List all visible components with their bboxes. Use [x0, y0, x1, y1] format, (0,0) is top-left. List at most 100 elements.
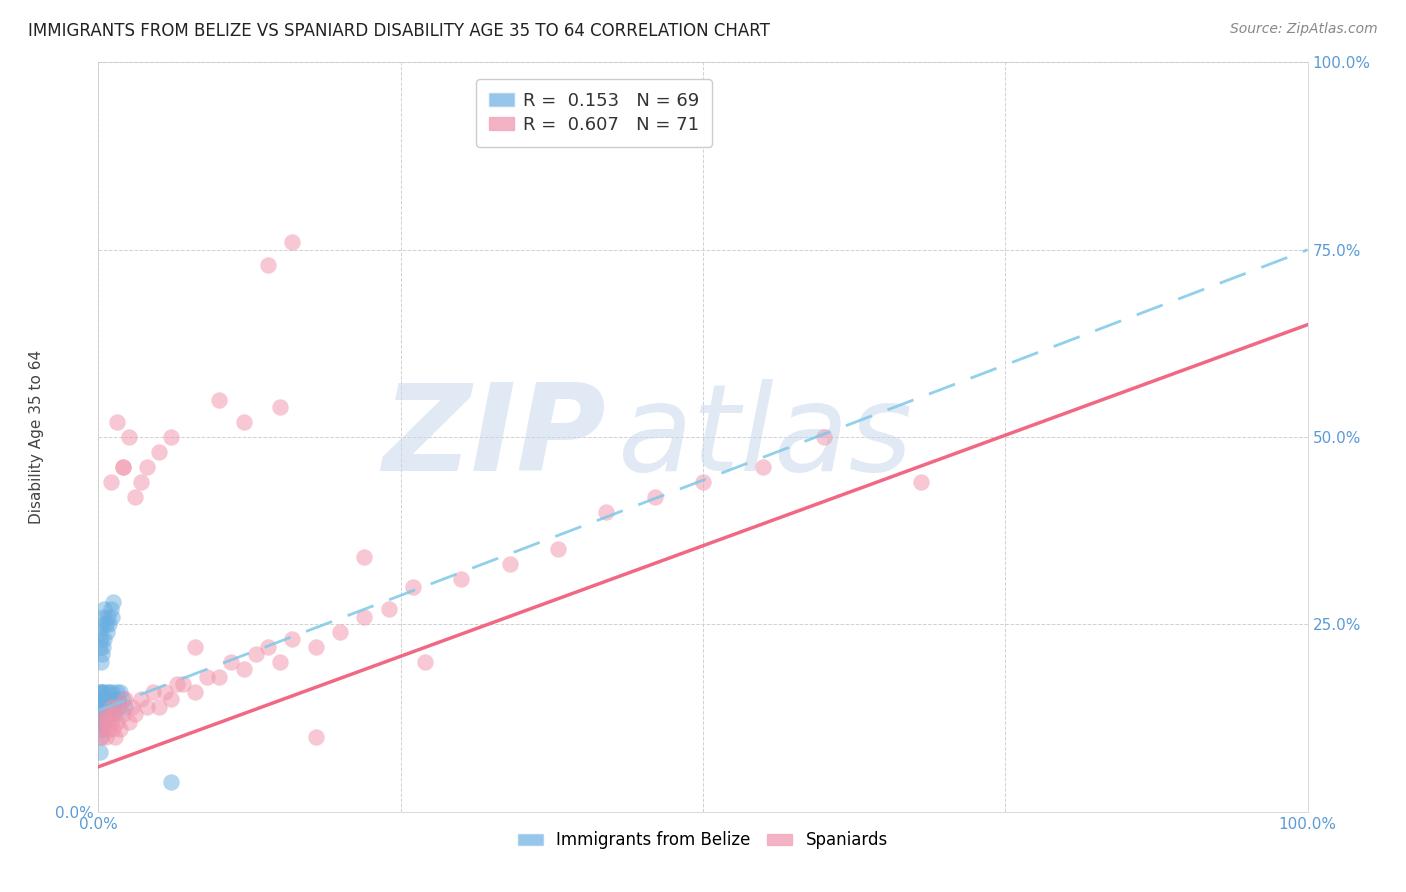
Point [221, 655, 243, 669]
Point [104, 707, 127, 722]
Point [208, 392, 231, 407]
Point [91, 699, 114, 714]
Point [90, 723, 112, 737]
Point [98, 699, 121, 714]
Point [100, 602, 122, 616]
Point [97, 692, 120, 706]
Point [101, 723, 124, 737]
Point [89, 707, 111, 722]
Point [547, 542, 569, 557]
Point [305, 640, 328, 654]
Text: Source: ZipAtlas.com: Source: ZipAtlas.com [1230, 22, 1378, 37]
Point [90, 692, 112, 706]
Point [245, 648, 267, 662]
Point [100, 685, 122, 699]
Point [91, 692, 114, 706]
Point [93, 632, 115, 647]
Point [184, 685, 207, 699]
Point [232, 415, 254, 429]
Point [90, 655, 112, 669]
Point [172, 677, 194, 691]
Point [91, 617, 114, 632]
Legend: Immigrants from Belize, Spaniards: Immigrants from Belize, Spaniards [512, 824, 894, 855]
Point [97, 707, 120, 722]
Point [114, 692, 136, 706]
Point [100, 714, 122, 729]
Point [107, 692, 129, 706]
Point [114, 699, 136, 714]
Point [595, 505, 617, 519]
Point [142, 685, 165, 699]
Point [100, 610, 122, 624]
Point [91, 707, 114, 722]
Point [377, 602, 399, 616]
Point [89, 624, 111, 639]
Point [135, 460, 157, 475]
Point [94, 617, 117, 632]
Point [105, 714, 128, 729]
Point [94, 730, 117, 744]
Point [96, 685, 118, 699]
Point [93, 707, 115, 722]
Point [91, 610, 114, 624]
Point [91, 714, 114, 729]
Point [450, 573, 472, 587]
Point [111, 692, 134, 706]
Point [90, 632, 112, 647]
Point [94, 714, 117, 729]
Point [108, 685, 131, 699]
Point [90, 730, 112, 744]
Point [105, 685, 128, 699]
Point [135, 699, 157, 714]
Point [90, 707, 112, 722]
Point [413, 655, 436, 669]
Point [160, 430, 183, 444]
Point [103, 707, 125, 722]
Point [910, 475, 932, 489]
Point [89, 692, 111, 706]
Point [91, 692, 114, 706]
Point [269, 400, 291, 414]
Point [118, 714, 141, 729]
Point [91, 714, 114, 729]
Point [353, 610, 375, 624]
Point [98, 617, 121, 632]
Point [105, 415, 128, 429]
Point [93, 602, 115, 616]
Text: atlas: atlas [619, 378, 914, 496]
Point [124, 707, 146, 722]
Point [129, 692, 152, 706]
Point [98, 685, 121, 699]
Point [129, 475, 152, 489]
Point [108, 699, 131, 714]
Point [353, 549, 375, 564]
Point [89, 714, 111, 729]
Point [305, 730, 328, 744]
Point [100, 475, 122, 489]
Point [89, 745, 111, 759]
Point [498, 558, 520, 572]
Point [91, 699, 114, 714]
Point [644, 490, 666, 504]
Point [692, 475, 714, 489]
Point [752, 460, 775, 475]
Point [111, 460, 134, 475]
Point [100, 707, 122, 722]
Point [103, 692, 125, 706]
Point [269, 655, 291, 669]
Point [90, 685, 112, 699]
Point [96, 699, 118, 714]
Point [93, 714, 115, 729]
Text: IMMIGRANTS FROM BELIZE VS SPANIARD DISABILITY AGE 35 TO 64 CORRELATION CHART: IMMIGRANTS FROM BELIZE VS SPANIARD DISAB… [28, 22, 770, 40]
Y-axis label: Disability Age 35 to 64: Disability Age 35 to 64 [28, 350, 44, 524]
Point [107, 699, 129, 714]
Point [813, 430, 835, 444]
Point [91, 707, 114, 722]
Text: ZIP: ZIP [382, 378, 606, 496]
Point [329, 624, 352, 639]
Point [111, 460, 134, 475]
Point [101, 699, 124, 714]
Point [148, 445, 170, 459]
Point [89, 685, 111, 699]
Point [121, 699, 143, 714]
